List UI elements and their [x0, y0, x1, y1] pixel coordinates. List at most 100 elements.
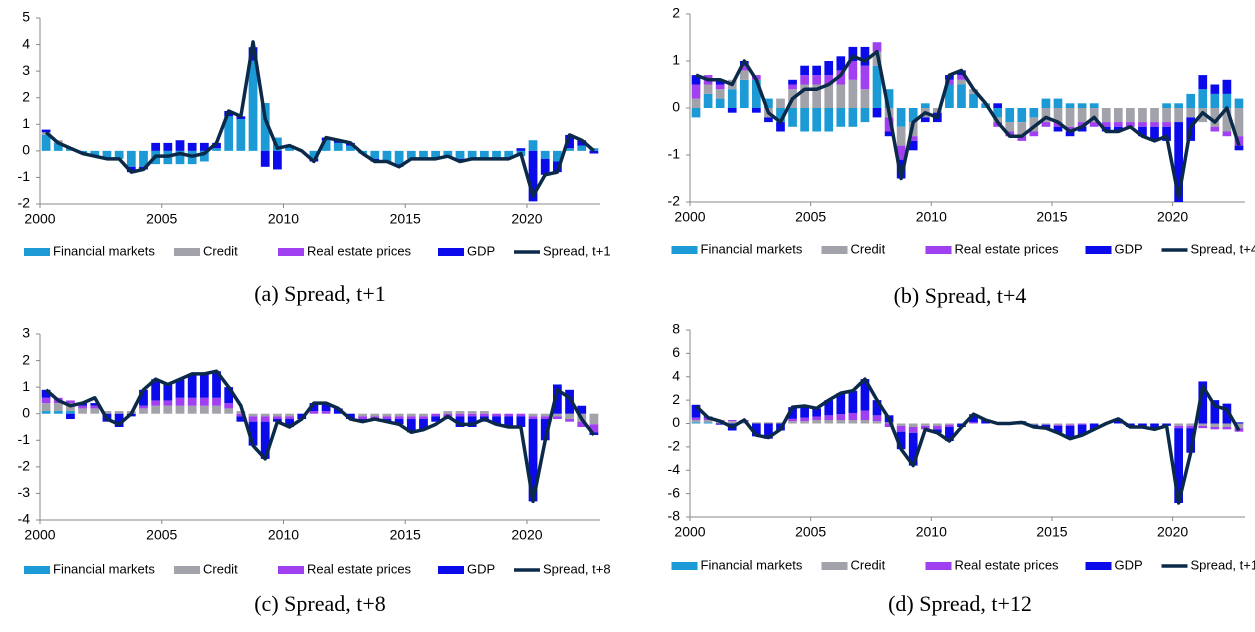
bar	[188, 143, 197, 151]
legend-label: Spread, t+1	[543, 243, 611, 258]
legend-swatch	[278, 566, 304, 574]
bar	[945, 425, 954, 427]
y-tick-label: 1	[672, 52, 680, 68]
bar	[849, 413, 858, 420]
x-tick-label: 2000	[24, 527, 55, 543]
bar	[933, 426, 942, 430]
bar	[1174, 108, 1183, 122]
bar	[1150, 108, 1159, 122]
bar	[176, 398, 185, 406]
bar	[541, 416, 550, 419]
caption: (c) Spread, t+8	[254, 591, 386, 616]
bar	[456, 151, 465, 159]
bar	[704, 422, 713, 423]
bar	[1114, 108, 1123, 122]
bar	[824, 61, 833, 75]
y-tick-label: -4	[18, 511, 31, 527]
bar	[824, 108, 833, 132]
bar	[212, 148, 221, 151]
bar	[54, 403, 63, 411]
bar	[1186, 108, 1195, 117]
bar	[788, 80, 797, 85]
bar	[788, 421, 797, 423]
y-tick-label: 2	[22, 88, 30, 104]
bar	[788, 85, 797, 90]
bar	[358, 414, 367, 417]
bar	[1223, 80, 1232, 94]
bar	[1235, 146, 1244, 151]
bar	[151, 406, 160, 414]
bar	[692, 85, 701, 99]
bar	[1223, 424, 1232, 428]
legend-label: Financial markets	[53, 561, 155, 576]
y-tick-label: -2	[18, 195, 31, 211]
bar	[1042, 424, 1051, 425]
x-tick-label: 2005	[146, 211, 177, 227]
bar	[565, 414, 574, 419]
bar	[529, 140, 538, 151]
bar	[1078, 108, 1087, 122]
legend-label: Spread, t+8	[543, 561, 611, 576]
x-tick-label: 2020	[511, 211, 542, 227]
bar	[151, 400, 160, 405]
bar	[1078, 103, 1087, 108]
bar	[541, 151, 550, 159]
y-tick-label: 8	[672, 321, 680, 337]
bar	[716, 99, 725, 108]
bar	[969, 94, 978, 108]
bar	[1114, 122, 1123, 127]
legend-swatch	[926, 562, 952, 570]
bar	[42, 398, 51, 403]
bar	[1198, 89, 1207, 108]
bar	[716, 85, 725, 90]
bar	[516, 414, 525, 417]
y-tick-label: 4	[672, 367, 680, 383]
bar	[224, 403, 233, 408]
bar	[322, 411, 331, 414]
bar	[1054, 99, 1063, 108]
bar	[788, 108, 797, 127]
bar	[812, 66, 821, 75]
legend-swatch	[672, 562, 698, 570]
y-tick-label: 0	[22, 142, 30, 158]
legend-swatch	[174, 566, 200, 574]
bar	[728, 108, 737, 113]
bar	[78, 406, 87, 409]
x-tick-label: 2000	[674, 524, 705, 540]
x-tick-label: 2005	[146, 527, 177, 543]
y-tick-label: 5	[22, 9, 30, 25]
bar	[740, 80, 749, 108]
bar	[224, 408, 233, 413]
bar	[1162, 122, 1171, 127]
legend-label: Spread, t+4	[1191, 241, 1255, 256]
y-tick-label: 3	[22, 62, 30, 78]
y-tick-label: -3	[18, 484, 31, 500]
y-tick-label: 3	[22, 325, 30, 341]
bar	[788, 419, 797, 421]
bar	[740, 70, 749, 79]
bar	[212, 398, 221, 406]
x-tick-label: 2020	[1157, 524, 1188, 540]
bar	[1174, 103, 1183, 108]
y-tick-label: 2	[672, 391, 680, 407]
legend-label: GDP	[467, 243, 495, 258]
legend-swatch	[24, 566, 50, 574]
legend-swatch	[438, 248, 464, 256]
legend-label: Real estate prices	[307, 243, 412, 258]
bar	[861, 89, 870, 108]
bar	[115, 411, 124, 414]
bar	[163, 384, 172, 400]
bar	[861, 66, 870, 90]
bar	[812, 75, 821, 84]
y-tick-label: -1	[18, 431, 31, 447]
y-tick-label: -8	[668, 508, 681, 524]
bar	[921, 117, 930, 122]
bar	[249, 414, 258, 417]
bar	[261, 416, 270, 421]
x-tick-label: 2005	[795, 209, 826, 225]
bar	[188, 398, 197, 406]
bar	[1186, 424, 1195, 426]
bar	[1066, 103, 1075, 108]
bar	[516, 148, 525, 151]
bar	[1102, 108, 1111, 122]
